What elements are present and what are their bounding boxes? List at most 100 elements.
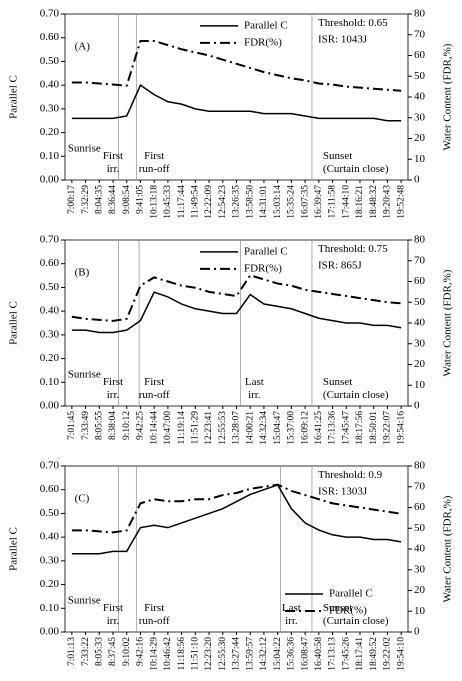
x-tick-label: 12:55:30 <box>218 637 228 671</box>
annotation: Last <box>282 602 301 614</box>
x-tick-label: 16:07:35 <box>300 185 310 219</box>
x-tick-label: 9:08:54 <box>122 185 132 214</box>
panel-label: (B) <box>75 267 90 279</box>
panel-label: (A) <box>75 41 91 53</box>
y2-tick-label: 50 <box>414 522 426 534</box>
y-tick-label: 0.30 <box>40 554 60 566</box>
x-tick-label: 12:23:41 <box>204 411 214 445</box>
annotation: First <box>144 602 164 614</box>
threshold-label: Threshold: 0.75 <box>318 243 388 255</box>
x-tick-label: 17:45:47 <box>341 411 351 445</box>
x-tick-label: 15:04:22 <box>273 637 283 671</box>
legend-label: FDR(%) <box>329 605 367 617</box>
y-tick-label: 0.30 <box>40 328 60 340</box>
y2-tick-label: 80 <box>414 234 426 246</box>
annotation: Sunrise <box>68 369 101 381</box>
y2-axis-title: Water Content (FDR,%) <box>442 495 454 602</box>
x-tick-label: 19:54:10 <box>396 637 406 671</box>
y2-tick-label: 0 <box>414 626 420 638</box>
y-tick-label: 0.50 <box>40 55 60 67</box>
x-tick-label: 9:42:25 <box>136 411 146 440</box>
y2-axis-title: Water Content (FDR,%) <box>442 269 454 376</box>
annotation: Last <box>245 376 264 388</box>
isr-label: ISR: 1043J <box>318 34 368 46</box>
x-tick-label: 12:54:23 <box>218 185 228 219</box>
y2-tick-label: 0 <box>414 400 420 412</box>
y-tick-label: 0.00 <box>40 626 60 638</box>
x-tick-label: 8:05:33 <box>94 637 104 666</box>
y2-tick-label: 60 <box>414 501 426 513</box>
x-tick-label: 18:48:32 <box>369 185 379 219</box>
series-line <box>71 84 402 122</box>
x-tick-label: 14:00:21 <box>245 411 255 445</box>
x-tick-label: 19:22:07 <box>383 411 393 445</box>
x-tick-label: 17:11:58 <box>328 185 338 219</box>
x-tick-label: 7:32:29 <box>81 185 91 214</box>
x-tick-label: 10:47:00 <box>163 411 173 445</box>
x-tick-label: 11:51:10 <box>191 637 201 671</box>
x-tick-label: 19:54:16 <box>396 411 406 445</box>
y-tick-label: 0.50 <box>40 507 60 519</box>
y2-tick-label: 0 <box>414 174 420 186</box>
y-tick-label: 0.40 <box>40 79 60 91</box>
x-tick-label: 15:36:36 <box>287 637 297 671</box>
annotation: (Curtain close) <box>323 389 389 401</box>
y2-tick-label: 70 <box>414 480 426 492</box>
series-line <box>71 39 402 92</box>
legend-label: FDR(%) <box>244 36 282 48</box>
series-line <box>71 274 402 322</box>
y-tick-label: 0.70 <box>40 8 60 20</box>
x-tick-label: 11:49:54 <box>191 185 201 219</box>
annotation: irr. <box>107 163 120 175</box>
isr-label: ISR: 1303J <box>318 486 368 498</box>
y-tick-label: 0.30 <box>40 102 60 114</box>
annotation: First <box>103 376 123 388</box>
legend-label: Parallel C <box>244 245 288 257</box>
x-tick-label: 14:32:12 <box>259 637 269 671</box>
y2-axis-title: Water Content (FDR,%) <box>442 43 454 150</box>
y-tick-label: 0.10 <box>40 150 60 162</box>
y2-tick-label: 10 <box>414 153 426 165</box>
x-tick-label: 11:19:14 <box>177 411 187 445</box>
annotation: irr. <box>248 389 261 401</box>
x-tick-label: 7:01:45 <box>67 411 77 440</box>
annotation: First <box>103 602 123 614</box>
x-tick-label: 11:17:44 <box>177 185 187 219</box>
x-tick-label: 10:14:44 <box>149 411 159 445</box>
annotation: First <box>144 376 164 388</box>
y-tick-label: 0.60 <box>40 483 60 495</box>
x-tick-label: 13:26:35 <box>232 185 242 219</box>
x-tick-label: 10:14:29 <box>149 637 159 671</box>
y-tick-label: 0.20 <box>40 578 60 590</box>
y-tick-label: 0.70 <box>40 460 60 472</box>
y-tick-label: 0.70 <box>40 234 60 246</box>
annotation: Sunset <box>323 376 352 388</box>
x-tick-label: 16:40:58 <box>314 637 324 671</box>
x-tick-label: 12:55:53 <box>218 411 228 445</box>
isr-label: ISR: 865J <box>318 260 362 272</box>
x-tick-label: 16:39:47 <box>314 185 324 219</box>
annotation: Sunset <box>323 602 352 614</box>
y-tick-label: 0.60 <box>40 257 60 269</box>
x-tick-label: 10:46:42 <box>163 637 173 671</box>
y-tick-label: 0.10 <box>40 602 60 614</box>
x-tick-label: 18:50:01 <box>369 411 379 445</box>
y-axis-title: Parallel C <box>8 301 20 345</box>
x-tick-label: 18:49:52 <box>369 637 379 671</box>
y2-tick-label: 20 <box>414 584 426 596</box>
x-tick-label: 16:41:25 <box>314 411 324 445</box>
x-tick-label: 13:27:44 <box>232 637 242 671</box>
y2-tick-label: 60 <box>414 275 426 287</box>
y-tick-label: 0.60 <box>40 31 60 43</box>
annotation: irr. <box>107 389 120 401</box>
annotation: Sunrise <box>68 595 101 607</box>
y2-tick-label: 80 <box>414 460 426 472</box>
x-tick-label: 7:33:22 <box>81 637 91 666</box>
x-tick-label: 14:31:01 <box>259 185 269 219</box>
threshold-label: Threshold: 0.9 <box>318 469 383 481</box>
y2-tick-label: 40 <box>414 317 426 329</box>
y2-tick-label: 80 <box>414 8 426 20</box>
y-axis-title: Parallel C <box>8 75 20 119</box>
series-line <box>71 291 402 334</box>
x-tick-label: 18:17:56 <box>355 411 365 445</box>
